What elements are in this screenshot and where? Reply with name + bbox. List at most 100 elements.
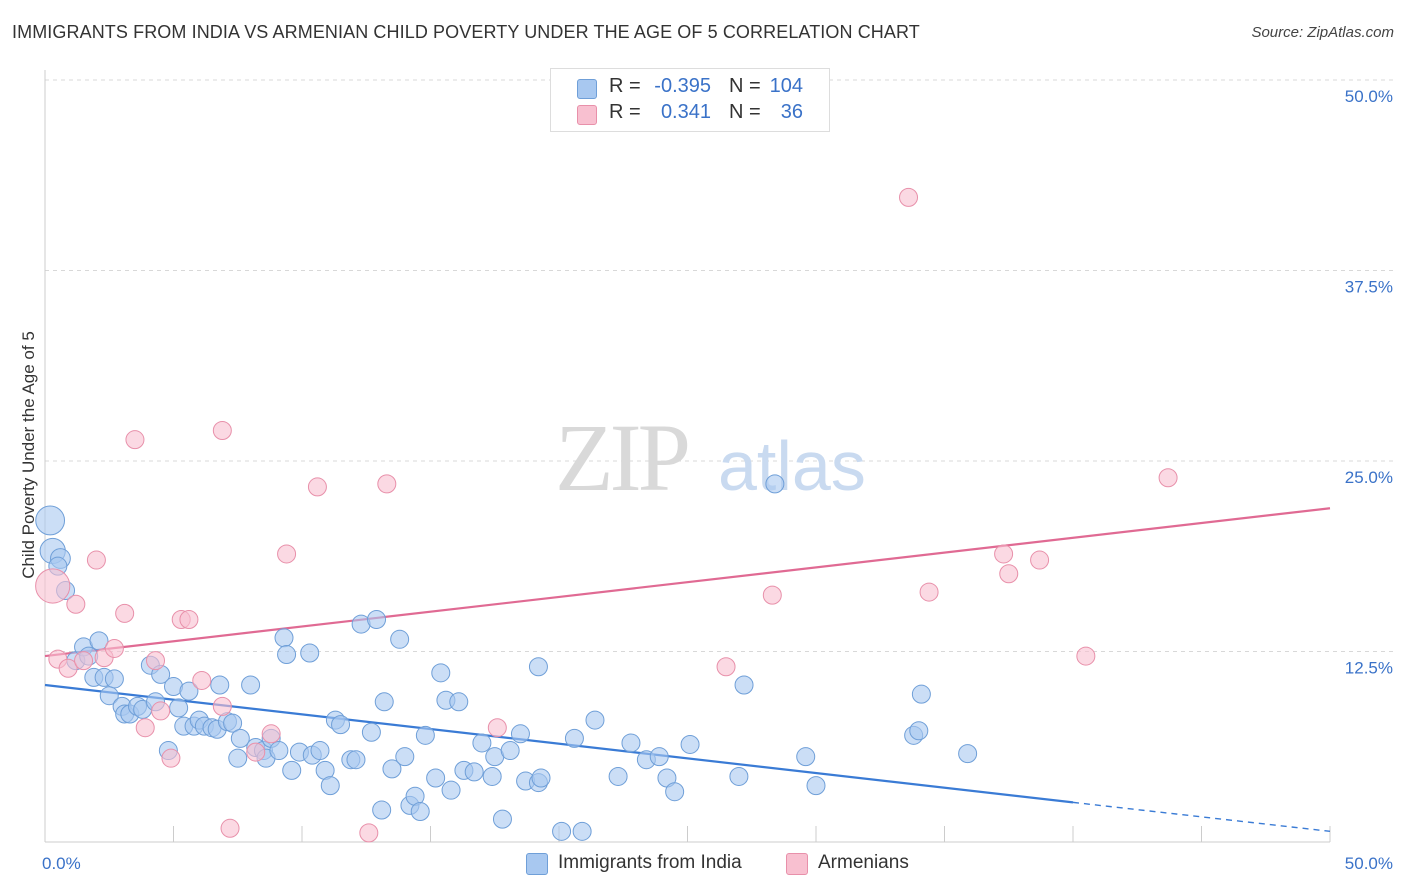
india-point — [492, 809, 512, 829]
armenian-point — [377, 474, 397, 494]
india-point — [241, 675, 261, 695]
india-point — [796, 747, 816, 767]
legend-label-armenians: Armenians — [818, 852, 909, 873]
india-point — [282, 760, 302, 780]
india-point — [269, 741, 289, 761]
india-point — [621, 733, 641, 753]
india-point — [426, 768, 446, 788]
armenians-swatch — [577, 105, 597, 125]
india-point — [169, 698, 189, 718]
armenian-point — [58, 658, 78, 678]
india-point — [729, 766, 749, 786]
india-point — [415, 725, 435, 745]
armenian-point — [994, 544, 1014, 564]
watermark-atlas: atlas — [718, 427, 866, 505]
scatter-points — [35, 187, 1178, 843]
armenian-point — [212, 696, 232, 716]
india-point — [179, 681, 199, 701]
india-point — [274, 628, 294, 648]
india-point — [223, 713, 243, 733]
india-point — [958, 744, 978, 764]
india-point — [331, 715, 351, 735]
india-point — [99, 686, 119, 706]
india-point — [230, 728, 250, 748]
armenian-point — [192, 670, 212, 690]
stats-legend: R = -0.395 N = 104 R = 0.341 N = 36 — [550, 68, 830, 132]
india-point — [104, 669, 124, 689]
india-point — [585, 710, 605, 730]
legend-r-value: 0.341 — [660, 101, 711, 123]
legend-label-india: Immigrants from India — [558, 852, 742, 873]
armenian-point — [246, 742, 266, 762]
armenian-point — [212, 421, 232, 441]
india-point — [572, 821, 592, 841]
india-point — [734, 675, 754, 695]
armenian-point — [919, 582, 939, 602]
legend-r-label: R = — [609, 75, 641, 97]
india-point — [464, 762, 484, 782]
india-point — [510, 724, 530, 744]
india-point — [472, 733, 492, 753]
y-tick-label: 25.0% — [1345, 468, 1393, 487]
y-tick-label: 12.5% — [1345, 659, 1393, 678]
india-point — [320, 776, 340, 796]
india-point — [382, 759, 402, 779]
chart-title: IMMIGRANTS FROM INDIA VS ARMENIAN CHILD … — [12, 22, 920, 42]
india-swatch — [577, 79, 597, 99]
armenian-point — [307, 477, 327, 497]
armenian-point — [125, 430, 145, 450]
armenian-point — [261, 724, 281, 744]
india-point — [228, 748, 248, 768]
india-point — [35, 505, 66, 536]
grid-lines — [45, 79, 1395, 652]
india-point — [806, 776, 826, 796]
legend-r-value: -0.395 — [654, 75, 711, 97]
trend-lines — [44, 507, 1331, 833]
legend-row-armenians: R = 0.341 N = 36 — [551, 101, 829, 127]
legend-row-india: R = -0.395 N = 104 — [551, 75, 829, 101]
source-label: Source: ZipAtlas.com — [1251, 24, 1394, 41]
y-tick-label: 50.0% — [1345, 87, 1393, 106]
india-point — [210, 675, 230, 695]
india-point — [361, 722, 381, 742]
armenian-point — [35, 568, 71, 604]
india-point — [300, 643, 320, 663]
armenian-point — [104, 638, 124, 658]
armenian-point — [1076, 646, 1096, 666]
india-point — [909, 721, 929, 741]
x-tick-label: 0.0% — [42, 854, 81, 873]
india-point — [531, 768, 551, 788]
legend-n-label: N = — [729, 101, 761, 123]
india-point — [680, 734, 700, 754]
legend-n-value: 104 — [769, 75, 803, 97]
armenian-point — [716, 657, 736, 677]
armenian-point — [899, 187, 919, 207]
armenian-point — [135, 718, 155, 738]
watermark-zip: ZIP — [555, 404, 688, 511]
india-point — [277, 645, 297, 665]
armenian-trend-line — [44, 507, 1331, 658]
india-point — [552, 821, 572, 841]
india-point — [374, 692, 394, 712]
india-point — [441, 780, 461, 800]
armenian-point — [179, 609, 199, 629]
india-point — [500, 741, 520, 761]
armenian-point — [277, 544, 297, 564]
armenian-point — [1030, 550, 1050, 570]
india-point — [390, 629, 410, 649]
armenian-point — [86, 550, 106, 570]
armenians-swatch — [786, 853, 808, 875]
legend-n-label: N = — [729, 75, 761, 97]
tick-labels: 12.5% 25.0% 37.5% 50.0% 0.0% 50.0% — [42, 87, 1393, 873]
india-point — [528, 657, 548, 677]
india-point — [367, 609, 387, 629]
india-point — [431, 663, 451, 683]
series-legend: Immigrants from India Armenians — [0, 852, 1406, 878]
india-point — [410, 802, 430, 822]
armenian-point — [220, 818, 240, 838]
y-axis-label: Child Poverty Under the Age of 5 — [19, 331, 38, 579]
armenian-point — [762, 585, 782, 605]
india-point — [649, 747, 669, 767]
armenian-point — [487, 718, 507, 738]
india-point — [395, 747, 415, 767]
